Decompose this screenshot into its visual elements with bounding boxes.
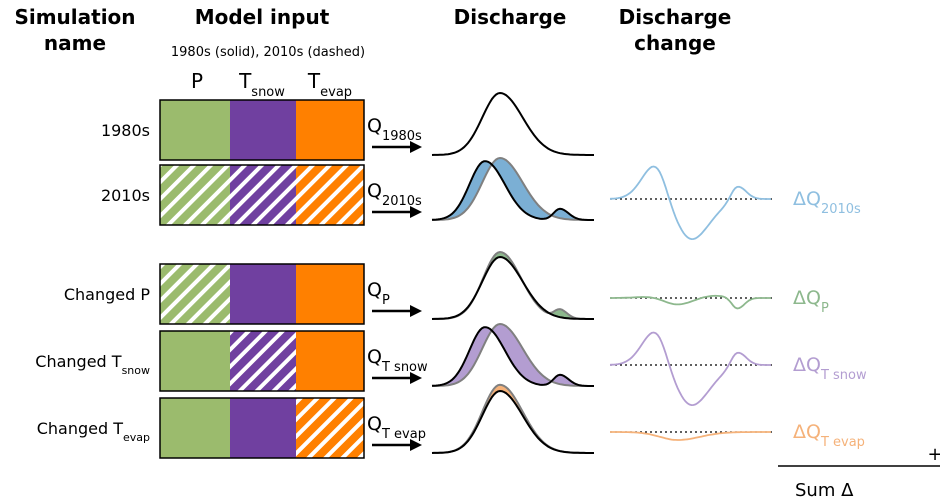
input-label-main: T	[238, 69, 252, 93]
input-block	[230, 264, 296, 324]
q-label-main: Q	[367, 115, 382, 137]
input-frame	[159, 263, 365, 325]
input-block	[296, 264, 364, 324]
row-name: Changed Tsnow	[35, 352, 150, 377]
q-label-main: Q	[367, 180, 382, 202]
input-block	[160, 165, 230, 225]
discharge-curve	[431, 160, 594, 221]
row-name-main: 1980s	[101, 121, 150, 140]
delta-label: ΔQT evap	[793, 421, 865, 450]
row-name-main: Changed P	[64, 285, 151, 304]
discharge-fill	[432, 384, 594, 453]
discharge-fill	[432, 158, 594, 220]
header: Simulation	[14, 5, 135, 29]
q-label-main: Q	[367, 346, 382, 368]
change-curve	[609, 331, 771, 407]
input-label-sub: evap	[320, 85, 352, 100]
discharge-fill	[432, 324, 594, 386]
delta-label-sub: P	[821, 301, 829, 316]
q-label-sub: P	[382, 293, 390, 308]
q-label: QT evap	[367, 413, 426, 442]
input-label-main: T	[307, 69, 321, 93]
discharge-curve	[432, 250, 594, 320]
discharge-curve	[431, 326, 594, 387]
delta-label-main: ΔQ	[793, 354, 821, 376]
q-label-main: Q	[367, 279, 382, 301]
input-block	[230, 398, 296, 458]
input-block	[230, 331, 296, 391]
arrow-head	[410, 372, 422, 384]
delta-label: ΔQT snow	[793, 354, 867, 383]
input-frame	[159, 164, 365, 226]
q-label: QT snow	[367, 346, 428, 375]
q-label-main: Q	[367, 413, 382, 435]
discharge-curve	[431, 156, 594, 221]
row-name: Changed Tevap	[37, 419, 150, 444]
change-curve	[610, 294, 771, 310]
arrow-head	[410, 141, 422, 153]
input-block	[296, 331, 364, 391]
row-name-main: Changed T	[37, 419, 124, 438]
delta-label-main: ΔQ	[793, 188, 821, 210]
input-label-sub: snow	[251, 85, 285, 100]
q-label-sub: T evap	[381, 427, 426, 442]
input-label: Tevap	[307, 69, 352, 100]
q-label: Q2010s	[367, 180, 422, 209]
change-curve	[610, 431, 771, 441]
discharge-curve	[431, 91, 594, 156]
input-label: P	[191, 69, 203, 93]
arrow-head	[410, 206, 422, 218]
input-label: Tsnow	[238, 69, 285, 100]
input-block	[160, 264, 230, 324]
header: Discharge	[619, 5, 732, 29]
discharge-curve	[431, 383, 594, 454]
input-frame	[159, 99, 365, 161]
row-name: 1980s	[101, 121, 150, 140]
input-block	[296, 100, 364, 160]
q-label-sub: 2010s	[382, 194, 422, 209]
input-block	[230, 100, 296, 160]
delta-label-main: ΔQ	[793, 421, 821, 443]
row-name: 2010s	[101, 186, 150, 205]
input-block	[160, 100, 230, 160]
q-label-sub: 1980s	[382, 129, 422, 144]
q-label-sub: T snow	[381, 360, 428, 375]
delta-label: ΔQ2010s	[793, 188, 861, 217]
delta-label-main: ΔQ	[793, 287, 821, 309]
input-block	[230, 165, 296, 225]
input-frame	[159, 330, 365, 392]
input-block	[160, 331, 230, 391]
input-label-main: P	[191, 69, 203, 93]
discharge-curve	[431, 389, 594, 454]
input-frame	[159, 397, 365, 459]
row-name-sub: evap	[123, 431, 150, 444]
note: 1980s (solid), 2010s (dashed)	[171, 45, 365, 60]
delta-label-sub: T snow	[820, 368, 867, 383]
discharge-curve	[431, 255, 594, 320]
arrow-head	[410, 305, 422, 317]
sum-label: Sum Δ	[795, 480, 854, 501]
q-label: Q1980s	[367, 115, 422, 144]
header: Discharge	[454, 5, 567, 29]
arrow-head	[410, 439, 422, 451]
input-block	[296, 398, 364, 458]
header: Model input	[195, 5, 330, 29]
row-name-main: Changed T	[35, 352, 122, 371]
change-curve	[609, 165, 771, 241]
row-name-main: 2010s	[101, 186, 150, 205]
header: change	[634, 31, 716, 55]
delta-label: ΔQP	[793, 287, 829, 316]
delta-label-sub: T evap	[820, 435, 865, 450]
discharge-curve	[431, 322, 594, 387]
delta-label-sub: 2010s	[821, 202, 861, 217]
input-block	[160, 398, 230, 458]
row-name: Changed P	[64, 285, 151, 304]
row-name-sub: snow	[122, 364, 150, 377]
q-label: QP	[367, 279, 390, 308]
plus: +	[927, 444, 940, 465]
input-block	[296, 165, 364, 225]
header: name	[44, 31, 106, 55]
